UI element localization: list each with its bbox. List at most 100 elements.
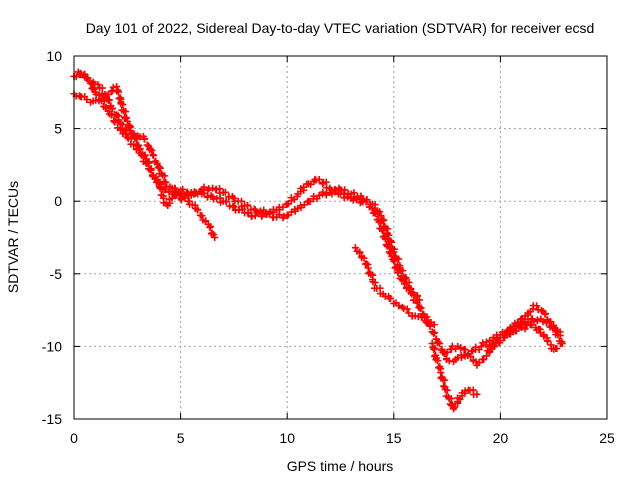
- data-point-interp: [256, 207, 264, 215]
- data-point-interp: [119, 101, 127, 109]
- data-point-interp: [94, 81, 102, 89]
- data-point-interp: [483, 352, 491, 360]
- data-point-interp: [142, 159, 150, 167]
- data-point: [518, 324, 526, 332]
- data-point-interp: [451, 403, 459, 411]
- data-point-interp: [430, 345, 438, 353]
- data-point: [83, 96, 91, 104]
- data-point-interp: [206, 223, 214, 231]
- grid: [74, 56, 607, 419]
- plot-frame: [73, 55, 608, 420]
- data-point-interp: [126, 124, 134, 132]
- data-point-interp: [319, 180, 327, 188]
- data-point-interp: [443, 386, 451, 394]
- data-point-interp: [143, 141, 151, 149]
- data-point-interp: [401, 274, 409, 282]
- x-tick-label: 0: [70, 430, 78, 446]
- data-point-interp: [436, 340, 444, 348]
- data-point-interp: [176, 191, 184, 199]
- data-point-interp: [413, 292, 421, 300]
- axis-ticks: 0 5 10 15 20 25 -15 -10 -5 0 5 10: [42, 48, 615, 446]
- chart-title: Day 101 of 2022, Sidereal Day-to-day VTE…: [86, 20, 595, 36]
- data-point-interp: [403, 305, 411, 313]
- data-point-interp: [547, 318, 555, 326]
- x-tick-label: 5: [177, 430, 185, 446]
- data-point-interp: [119, 121, 127, 129]
- data-point-interp: [456, 395, 464, 403]
- data-point: [351, 244, 359, 252]
- data-point-interp: [500, 334, 508, 342]
- data-point: [123, 117, 131, 125]
- data-point-interp: [386, 295, 394, 303]
- data-point-interp: [207, 192, 215, 200]
- data-point-interp: [200, 183, 208, 191]
- data-point-interp: [149, 152, 157, 160]
- data-point-interp: [388, 238, 396, 246]
- x-axis-label: GPS time / hours: [287, 458, 394, 474]
- data-point: [415, 296, 423, 304]
- data-point-interp: [441, 376, 449, 384]
- data-point-interp: [244, 201, 252, 209]
- data-point-interp: [341, 186, 349, 194]
- data-point-interp: [557, 340, 565, 348]
- data-point-interp: [434, 357, 442, 365]
- data-point: [130, 141, 138, 149]
- data-point-interp: [148, 146, 156, 154]
- data-point-interp: [538, 306, 546, 314]
- data-point: [430, 321, 438, 329]
- data-point-interp: [179, 185, 187, 193]
- data-point-interp: [447, 395, 455, 403]
- data-point-interp: [475, 359, 483, 367]
- data-point-interp: [416, 304, 424, 312]
- data-point-interp: [360, 254, 368, 262]
- data-point-interp: [156, 164, 164, 172]
- data-point: [467, 353, 475, 361]
- series-trace-a: [70, 69, 564, 366]
- data-point-interp: [111, 118, 119, 126]
- data-point: [398, 303, 406, 311]
- data-point-interp: [399, 267, 407, 275]
- data-point: [162, 178, 170, 186]
- series-trace-b: [70, 82, 219, 241]
- data-point-interp: [84, 74, 92, 82]
- data-point-interp: [395, 255, 403, 263]
- y-tick-label: -5: [50, 266, 63, 282]
- data-point-interp: [379, 217, 387, 225]
- y-axis-label: SDTVAR / TECUs: [5, 181, 21, 293]
- data-point-interp: [480, 355, 488, 363]
- data-point: [87, 80, 95, 88]
- data-point-interp: [376, 208, 384, 216]
- data-point-interp: [229, 202, 237, 210]
- data-point-interp: [250, 205, 258, 213]
- data-point-interp: [530, 317, 538, 325]
- data-point: [198, 212, 206, 220]
- data-point-interp: [418, 312, 426, 320]
- data-point-interp: [547, 341, 555, 349]
- data-point-interp: [275, 211, 283, 219]
- series-trace-d: [351, 244, 438, 329]
- data-point-interp: [522, 321, 530, 329]
- data-point-interp: [349, 196, 357, 204]
- y-tick-label: 5: [54, 121, 62, 137]
- data-point: [418, 313, 426, 321]
- data-point-interp: [430, 329, 438, 337]
- data-point-interp: [521, 325, 529, 333]
- data-point-interp: [516, 323, 524, 331]
- data-point: [533, 302, 541, 310]
- x-tick-label: 25: [599, 430, 615, 446]
- data-point-interp: [363, 196, 371, 204]
- y-tick-label: 0: [54, 193, 62, 209]
- y-tick-label: -15: [42, 411, 62, 427]
- data-point-interp: [502, 330, 510, 338]
- data-point-interp: [461, 346, 469, 354]
- data-point: [477, 342, 485, 350]
- data-point-interp: [266, 209, 274, 217]
- data-point-interp: [194, 206, 202, 214]
- data-point: [211, 234, 219, 241]
- data-point-interp: [524, 311, 532, 319]
- data-point-interp: [146, 166, 154, 174]
- data-point-interp: [395, 302, 403, 310]
- data-points: [70, 68, 566, 413]
- series-trace-c: [74, 68, 423, 304]
